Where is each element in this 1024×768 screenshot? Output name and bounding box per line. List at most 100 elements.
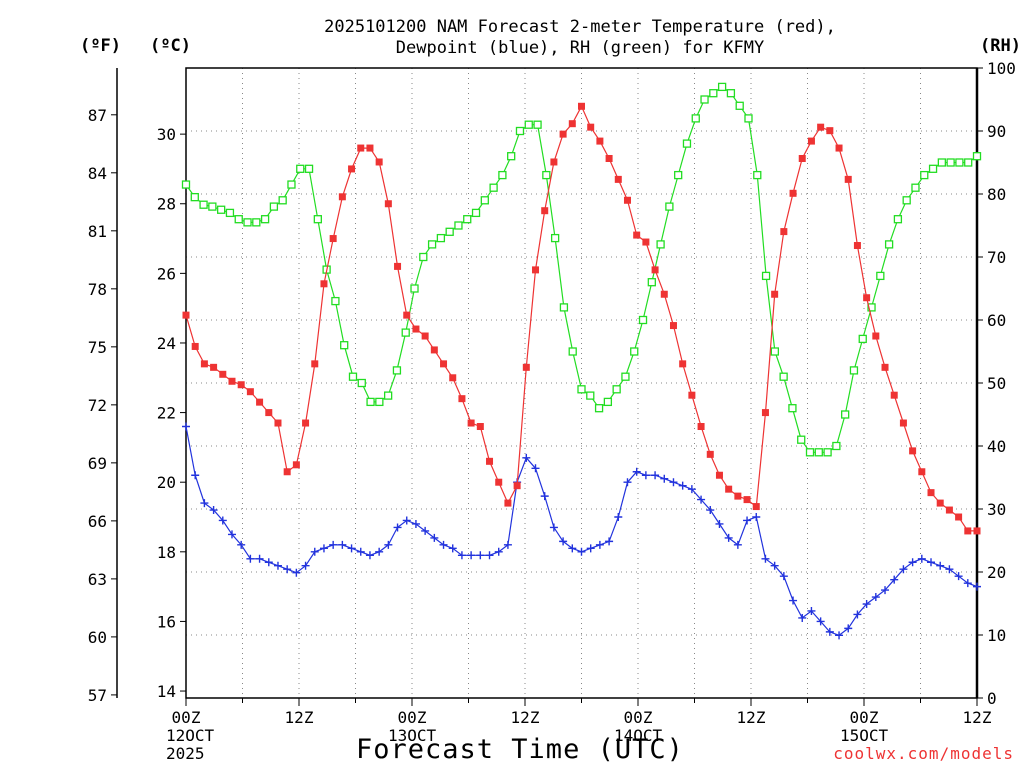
temperature-point bbox=[605, 154, 613, 162]
rh-point bbox=[454, 221, 463, 230]
rh-point bbox=[304, 164, 314, 173]
dewpoint-point bbox=[200, 499, 209, 508]
dewpoint-point bbox=[227, 530, 236, 539]
rh-point bbox=[665, 202, 674, 211]
dewpoint-point bbox=[209, 506, 218, 515]
rh-point bbox=[621, 372, 630, 381]
dewpoint-point bbox=[853, 610, 862, 619]
temperature-point bbox=[274, 419, 282, 427]
rh-point bbox=[524, 120, 533, 129]
rh-point bbox=[568, 347, 577, 356]
temperature-point bbox=[669, 322, 677, 330]
dewpoint-point bbox=[457, 551, 466, 560]
dewpoint-point bbox=[559, 537, 568, 546]
rh-point bbox=[234, 215, 243, 224]
rh-point bbox=[217, 205, 226, 214]
temperature-point bbox=[550, 158, 558, 166]
temperature-point bbox=[559, 130, 567, 138]
dewpoint-point bbox=[347, 544, 356, 553]
dewpoint-point bbox=[752, 513, 761, 522]
rh-point bbox=[480, 196, 489, 205]
celsius-tick-label: 26 bbox=[157, 264, 176, 283]
temperature-point bbox=[348, 165, 356, 173]
rh-point bbox=[260, 215, 270, 224]
dewpoint-point bbox=[881, 586, 890, 595]
dewpoint-point bbox=[954, 572, 963, 581]
temperature-point bbox=[541, 207, 549, 215]
rh-point bbox=[515, 126, 525, 136]
temperature-point bbox=[504, 499, 512, 507]
temperature-point bbox=[311, 360, 319, 368]
temperature-point bbox=[191, 342, 199, 350]
dewpoint-point bbox=[770, 561, 779, 570]
rh-point bbox=[594, 404, 604, 413]
rh-point bbox=[893, 215, 903, 224]
temperature-point bbox=[228, 377, 236, 385]
rh-point bbox=[278, 196, 287, 205]
rh-point bbox=[964, 158, 973, 167]
temperature-point bbox=[532, 266, 540, 274]
dewpoint-point bbox=[715, 519, 724, 528]
rh-point bbox=[401, 328, 410, 337]
temperature-point bbox=[513, 482, 521, 490]
dewpoint-point bbox=[384, 540, 393, 549]
dewpoint-point bbox=[733, 540, 742, 549]
rh-point bbox=[814, 448, 823, 457]
x-tick-label: 12Z bbox=[963, 708, 992, 727]
rh-point bbox=[296, 164, 305, 173]
temperature-point bbox=[955, 513, 963, 521]
temperature-point bbox=[807, 137, 815, 145]
x-tick-label: 00Z bbox=[398, 708, 427, 727]
rh-point bbox=[612, 385, 621, 394]
dewpoint-point bbox=[310, 547, 319, 556]
x-tick-label: 12Z bbox=[737, 708, 766, 727]
rh-point bbox=[638, 315, 648, 325]
temperature-point bbox=[679, 360, 687, 368]
dewpoint-point bbox=[761, 554, 770, 563]
temperature-point bbox=[522, 363, 530, 371]
rh-point bbox=[427, 240, 437, 249]
rh-point bbox=[489, 183, 498, 192]
x-tick-label: 00Z bbox=[850, 708, 879, 727]
rh-point bbox=[717, 82, 727, 92]
temperature-point bbox=[725, 485, 733, 493]
temperature-point bbox=[688, 391, 696, 399]
temperature-point bbox=[789, 189, 797, 197]
dewpoint-point bbox=[264, 558, 273, 567]
temperature-point bbox=[265, 409, 273, 417]
temperature-point bbox=[467, 419, 475, 427]
rh-line bbox=[185, 86, 978, 453]
rh-point bbox=[656, 240, 665, 249]
dewpoint-point bbox=[421, 526, 430, 535]
dewpoint-point bbox=[614, 513, 623, 522]
dewpoint-point bbox=[255, 554, 264, 563]
rh-point bbox=[674, 170, 683, 180]
rh-point bbox=[445, 227, 454, 236]
temperature-point bbox=[357, 144, 365, 152]
dewpoint-point bbox=[494, 547, 503, 556]
rh-point bbox=[726, 89, 736, 98]
temperature-point bbox=[936, 499, 944, 507]
dewpoint-point bbox=[430, 533, 439, 542]
temperature-point bbox=[421, 332, 429, 340]
fahrenheit-tick-label: 78 bbox=[88, 280, 107, 299]
dewpoint-point bbox=[365, 551, 374, 560]
temperature-point bbox=[412, 325, 420, 333]
dewpoint-point bbox=[807, 606, 816, 615]
date-label: 15OCT bbox=[840, 726, 889, 745]
dewpoint-point bbox=[191, 471, 200, 480]
rh-tick-label: 0 bbox=[987, 689, 997, 708]
chart-title-line-2: Dewpoint (blue), RH (green) for KFMY bbox=[395, 38, 765, 58]
rh-point bbox=[770, 347, 780, 356]
rh-point bbox=[884, 240, 894, 249]
dewpoint-point bbox=[816, 617, 825, 626]
rh-point bbox=[269, 202, 279, 211]
rh-point bbox=[436, 233, 446, 243]
rh-point bbox=[586, 391, 595, 400]
dewpoint-point bbox=[522, 453, 531, 462]
rh-point bbox=[471, 208, 481, 218]
dewpoint-point bbox=[595, 540, 604, 549]
rh-point bbox=[410, 284, 419, 293]
dewpoint-point bbox=[687, 485, 696, 494]
